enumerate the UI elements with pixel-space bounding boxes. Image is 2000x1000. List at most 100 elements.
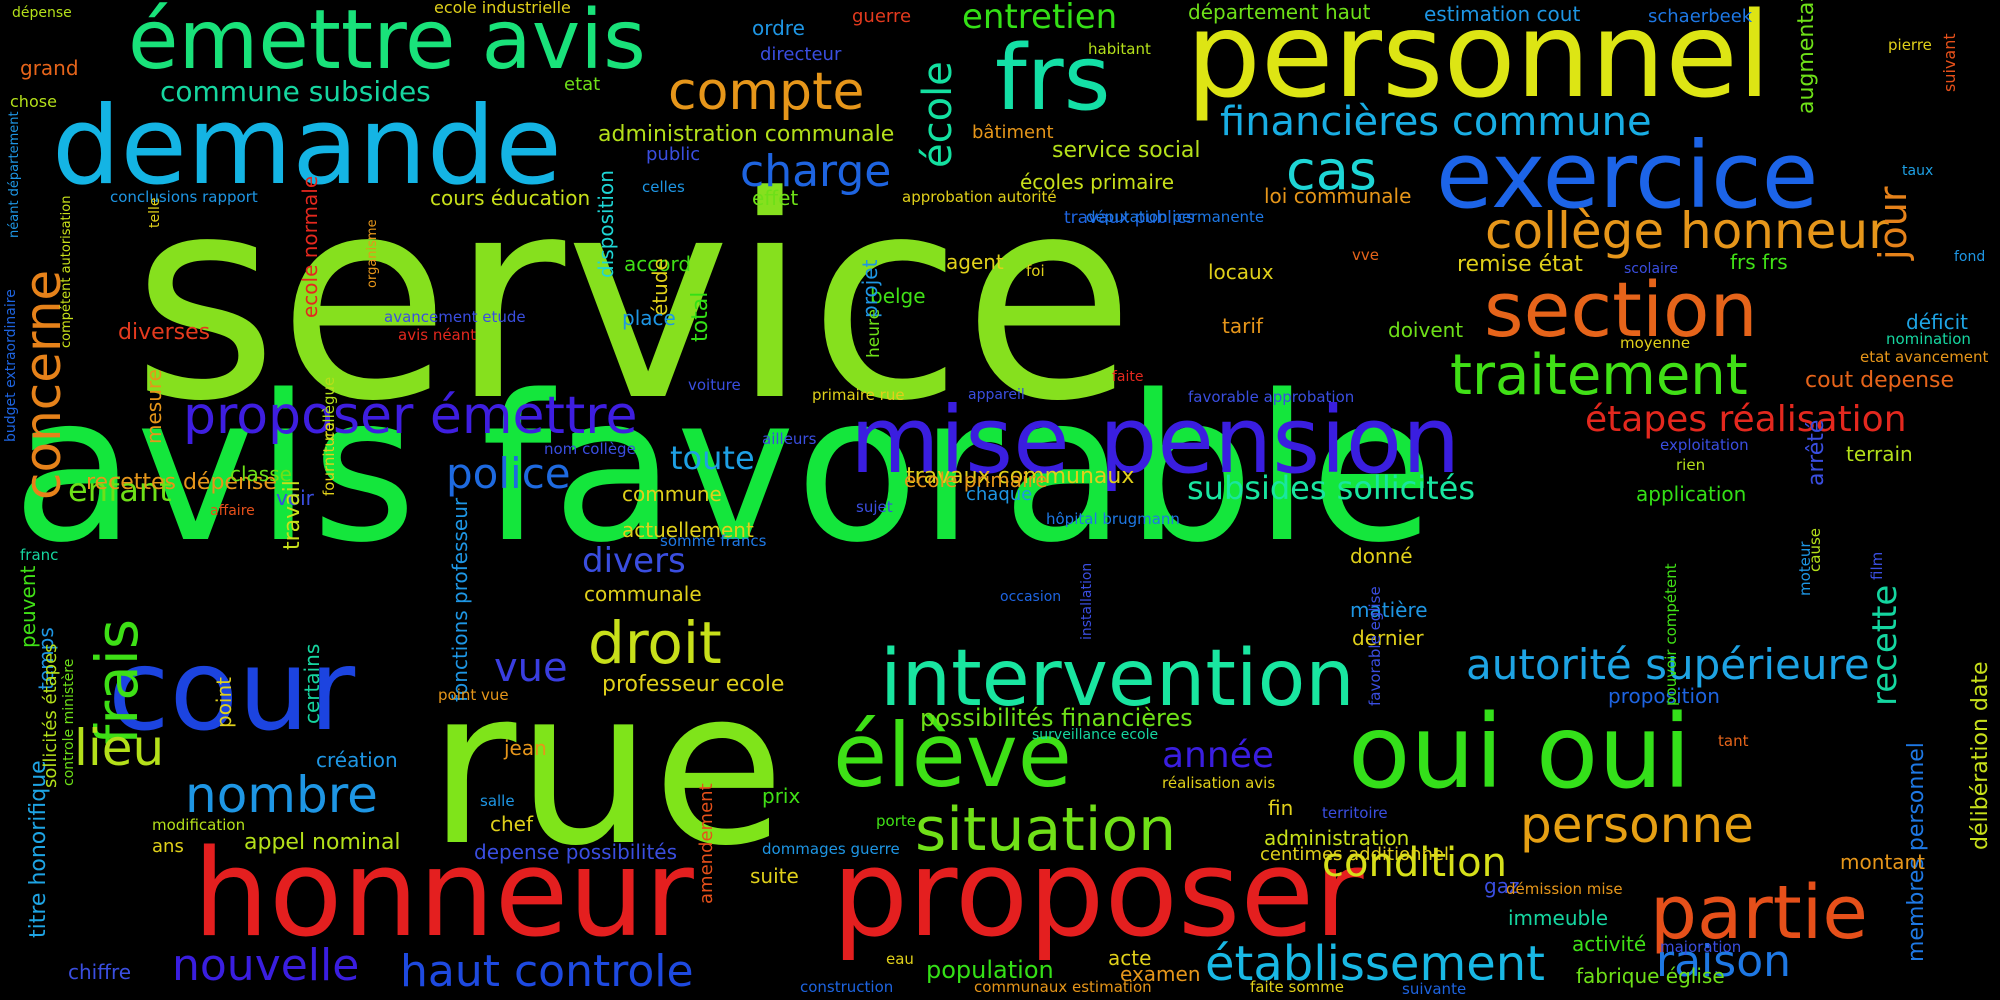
word: compte: [668, 62, 865, 122]
word: mise pension: [850, 387, 1461, 494]
word: porte: [876, 812, 916, 830]
word: travaux publics: [1064, 208, 1195, 228]
word: suite: [750, 864, 799, 888]
word: dernier: [1352, 626, 1424, 650]
word: celles: [642, 178, 685, 196]
word: administration communale: [598, 122, 895, 147]
word: élève: [833, 704, 1072, 807]
word: ailleurs: [762, 430, 817, 448]
word: députation permanente: [1086, 208, 1265, 226]
word: demande: [52, 84, 562, 209]
word: jour: [1871, 186, 1915, 260]
word: création: [316, 748, 398, 772]
word: tarif: [1222, 314, 1263, 338]
word: moteur: [1796, 541, 1814, 596]
word: favorable eglise: [1366, 586, 1384, 706]
word: chose: [10, 92, 57, 111]
word: nom collège: [544, 440, 636, 458]
word: heure: [864, 308, 884, 358]
word: favorable approbation: [1188, 388, 1355, 406]
word: établissement: [1205, 936, 1545, 992]
word: partie: [1650, 870, 1868, 956]
word: installation: [1079, 562, 1095, 640]
word: honneur: [193, 825, 694, 964]
word: école: [915, 61, 961, 168]
word: démission mise: [1506, 880, 1623, 898]
word: conclusions rapport: [110, 188, 258, 206]
word: matière: [1350, 598, 1428, 622]
word: estimation cout: [1424, 2, 1581, 26]
word: montant: [1840, 850, 1926, 874]
word: place: [622, 306, 676, 330]
word: locaux: [1208, 260, 1274, 284]
word: bâtiment: [972, 122, 1054, 143]
word: public: [646, 144, 701, 165]
word: actuellement: [622, 518, 754, 542]
word: subsides sollicités: [1187, 469, 1475, 507]
word: pouvoir compétent: [1662, 563, 1680, 706]
word: charge: [740, 146, 892, 197]
word: oui oui: [1348, 693, 1692, 812]
word: construction: [800, 978, 894, 996]
word: grand: [20, 56, 79, 80]
word: moyenne: [1620, 334, 1691, 352]
word: communaux estimation: [974, 978, 1152, 996]
word: fourniture: [320, 422, 338, 496]
word: affaire: [210, 503, 255, 519]
word: nouvelle: [172, 940, 360, 991]
word: schaerbeek: [1648, 6, 1753, 27]
word: foi: [1026, 262, 1045, 280]
word: activité: [1572, 932, 1647, 956]
word: appel nominal: [244, 830, 401, 855]
word: administration: [1264, 826, 1410, 850]
word: déficit: [1906, 310, 1968, 334]
word: frs frs: [1730, 250, 1788, 274]
word: dommages guerre: [762, 840, 900, 858]
word: prix: [762, 784, 801, 808]
word: suivant: [1940, 33, 1959, 92]
word: cours éducation: [430, 186, 591, 210]
word: avis néant: [398, 326, 477, 344]
word: intervention: [880, 634, 1355, 724]
word: cas: [1286, 139, 1377, 202]
word: exercice: [1436, 122, 1819, 229]
word: hôpital brugmann: [1046, 510, 1180, 528]
word: étapes réalisation: [1585, 399, 1907, 440]
word: nomination: [1886, 330, 1971, 348]
word: recettes dépense: [86, 470, 277, 495]
word: doivent: [1388, 318, 1464, 342]
word: exploitation: [1660, 436, 1749, 454]
word: pierre: [1888, 36, 1932, 54]
word: ordre: [752, 16, 805, 40]
word: augmentation: [1794, 0, 1819, 114]
word: gaz: [1484, 874, 1520, 898]
word: application: [1636, 482, 1747, 506]
word: communale: [584, 582, 702, 606]
word: raison: [1656, 936, 1792, 987]
word: département haut: [1188, 0, 1371, 24]
word: budget extraordinaire: [3, 289, 19, 442]
word: fabrique église: [1576, 964, 1725, 988]
word: fonctions professeur: [448, 497, 472, 702]
word: proposer émettre: [183, 386, 638, 446]
word: majoration: [1660, 938, 1742, 956]
word: financières commune: [1220, 99, 1652, 145]
word: vue: [494, 645, 568, 691]
word: taux: [1902, 163, 1934, 179]
word: vve: [1352, 246, 1379, 264]
word: traitement: [1450, 343, 1748, 408]
word: professeur ecole: [602, 672, 785, 697]
word: rue: [428, 642, 785, 893]
word: diverses: [118, 320, 211, 345]
word: somme francs: [660, 532, 767, 550]
word: ecole normale: [298, 175, 322, 318]
word: mesure: [142, 369, 166, 444]
word: sollicités étapes: [40, 643, 61, 788]
word: frs: [995, 26, 1111, 131]
word: proposition: [1608, 684, 1720, 708]
word: avis favorable: [12, 351, 1435, 587]
word: ecole industrielle: [434, 0, 571, 17]
word: faite: [1112, 369, 1144, 385]
word: appareil: [968, 387, 1025, 403]
word: immeuble: [1508, 906, 1609, 930]
